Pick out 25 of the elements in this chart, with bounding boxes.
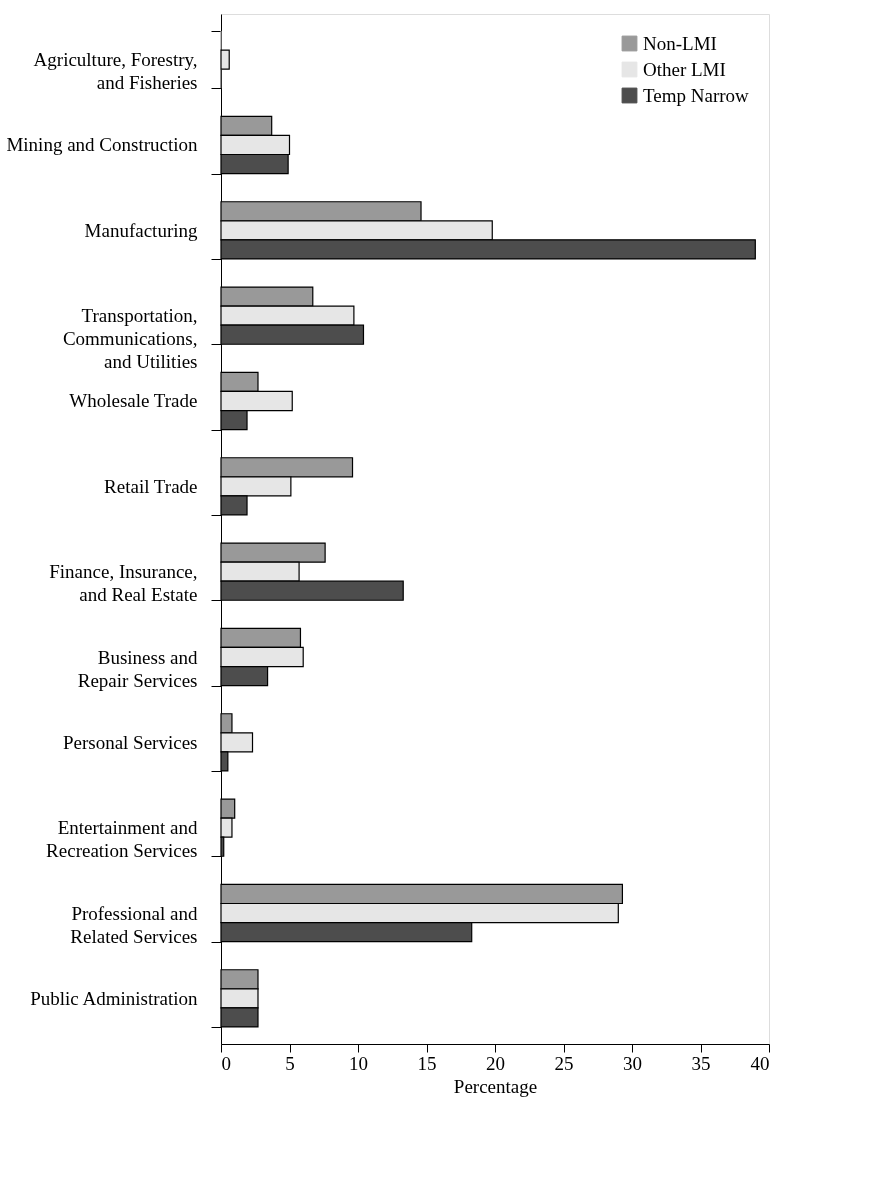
x-tick-label: 30: [623, 1052, 642, 1074]
y-tick-label: Professional and Related Services: [70, 902, 198, 947]
x-tick-label: 25: [554, 1052, 574, 1074]
y-tick-label: Business and Repair Services: [77, 646, 198, 691]
legend-label: Other LMI: [643, 58, 726, 80]
x-tick-label: 15: [417, 1052, 437, 1074]
x-axis-title: Percentage: [453, 1075, 538, 1097]
x-tick-label: 20: [486, 1052, 505, 1074]
y-tick-label: Public Administration: [30, 987, 198, 1009]
x-tick-label: 35: [691, 1052, 711, 1074]
y-tick-label: Entertainment and Recreation Services: [46, 817, 198, 862]
y-tick-label: Mining and Construction: [6, 134, 198, 156]
legend-label: Non-LMI: [643, 32, 717, 54]
y-tick-label: Finance, Insurance, and Real Estate: [49, 561, 198, 606]
x-tick-label: 10: [349, 1052, 368, 1074]
legend-label: Temp Narrow: [643, 84, 750, 106]
y-tick-label: Wholesale Trade: [69, 390, 198, 412]
x-tick-label: 5: [285, 1052, 295, 1074]
y-tick-label: Transportation, Communications, and Utilities: [62, 305, 198, 373]
y-tick-label: Manufacturing: [84, 219, 198, 241]
y-tick-label: Personal Services: [62, 731, 198, 753]
x-tick-label: 40: [750, 1052, 770, 1074]
y-tick-label: Retail Trade: [104, 475, 198, 497]
y-tick-label: Agriculture, Forestry, and Fisheries: [33, 49, 198, 94]
x-tick-label: 0: [221, 1052, 231, 1074]
